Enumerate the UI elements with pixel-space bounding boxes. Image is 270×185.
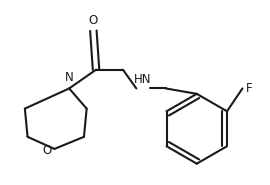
Text: O: O [89,14,98,27]
Text: HN: HN [134,73,152,86]
Text: O: O [42,144,52,157]
Text: N: N [65,71,73,84]
Text: F: F [246,82,252,95]
